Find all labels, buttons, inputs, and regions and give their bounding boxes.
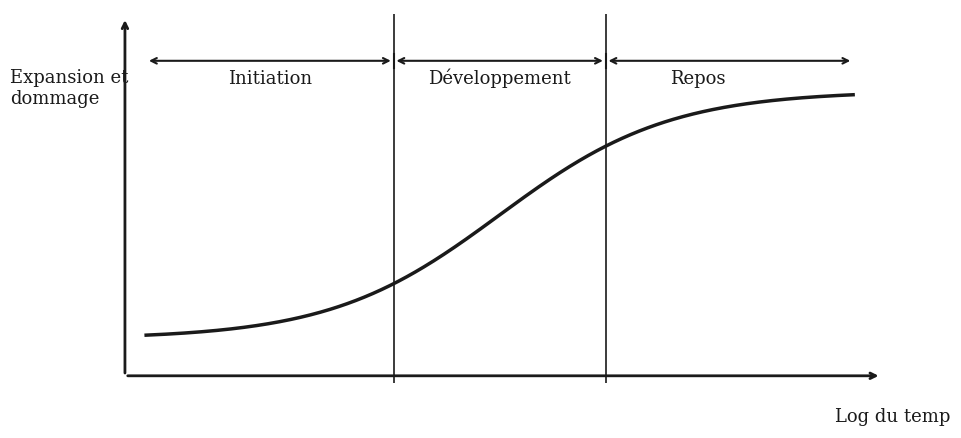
Text: Développement: Développement [428, 68, 571, 88]
Text: Expansion et
dommage: Expansion et dommage [10, 69, 128, 108]
Text: Log du temp: Log du temp [834, 408, 949, 426]
Text: Initiation: Initiation [228, 70, 311, 88]
Text: Repos: Repos [669, 70, 725, 88]
